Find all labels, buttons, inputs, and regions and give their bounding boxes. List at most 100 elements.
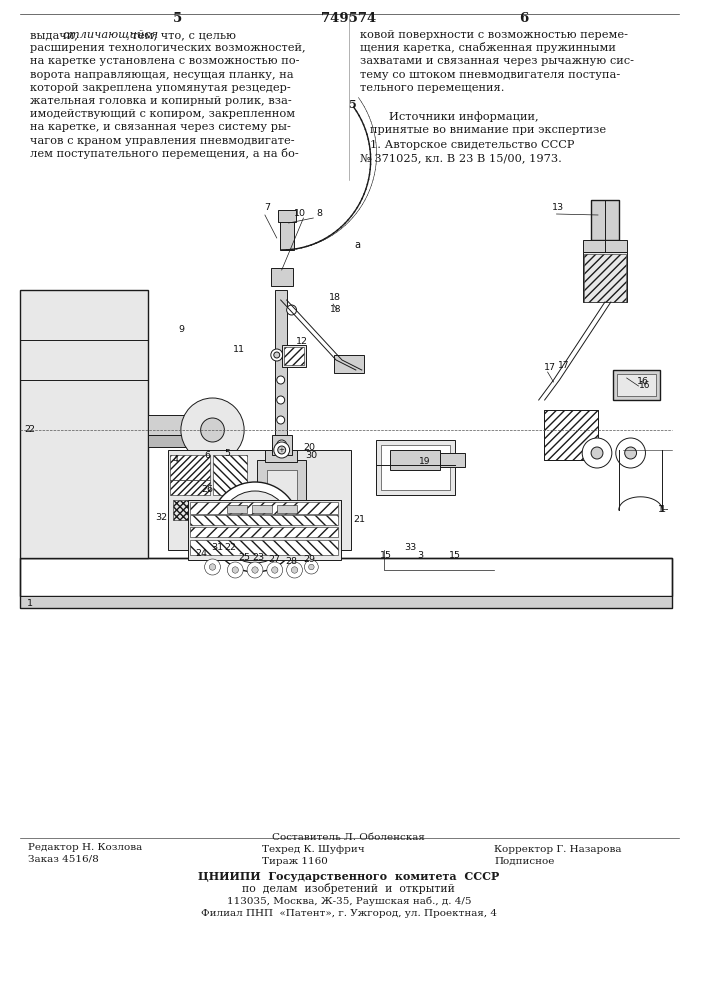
Bar <box>583 240 626 252</box>
Text: 12: 12 <box>296 338 308 347</box>
Bar <box>380 445 450 490</box>
Bar <box>280 220 293 250</box>
Text: 113035, Москва, Ж‑35, Раушская наб., д. 4/5: 113035, Москва, Ж‑35, Раушская наб., д. … <box>227 896 471 906</box>
Bar <box>275 290 286 455</box>
Circle shape <box>252 567 258 573</box>
Text: 29: 29 <box>303 556 315 564</box>
Text: 2: 2 <box>25 426 30 434</box>
Text: отличающийся: отличающийся <box>62 30 158 40</box>
Bar <box>544 410 598 460</box>
Bar <box>390 450 440 470</box>
Bar <box>267 470 296 500</box>
Text: 3: 3 <box>417 550 423 560</box>
Text: которой закреплена упомянутая резцедер-: которой закреплена упомянутая резцедер- <box>30 83 291 93</box>
Text: Редактор Н. Козлова: Редактор Н. Козлова <box>28 843 142 852</box>
Bar <box>20 290 148 558</box>
Text: 23: 23 <box>252 554 264 562</box>
Circle shape <box>291 567 298 573</box>
Circle shape <box>308 564 314 570</box>
Bar <box>148 415 193 435</box>
Bar <box>278 210 296 222</box>
Text: 6: 6 <box>519 12 529 25</box>
Text: тему со штоком пневмодвигателя поступа-: тему со штоком пневмодвигателя поступа- <box>360 70 620 80</box>
Bar <box>271 435 291 455</box>
Text: 1. Авторское свидетельство СССР: 1. Авторское свидетельство СССР <box>370 140 574 150</box>
Text: выдачи,: выдачи, <box>30 30 81 40</box>
Circle shape <box>274 352 280 358</box>
Circle shape <box>278 446 286 454</box>
Bar <box>228 505 247 513</box>
Text: 1: 1 <box>27 598 33 607</box>
Text: 17: 17 <box>558 360 569 369</box>
Circle shape <box>181 398 244 462</box>
Text: Техред К. Шуфрич: Техред К. Шуфрич <box>262 845 365 854</box>
Circle shape <box>267 562 283 578</box>
Text: 20: 20 <box>303 442 315 452</box>
Bar <box>591 200 619 240</box>
Text: 27: 27 <box>268 556 280 564</box>
Bar <box>265 450 296 462</box>
Bar <box>168 450 351 550</box>
Text: 26: 26 <box>201 486 214 494</box>
Text: Корректор Г. Назарова: Корректор Г. Назарова <box>494 845 621 854</box>
Text: тельного перемещения.: тельного перемещения. <box>360 83 504 93</box>
Bar <box>613 370 660 400</box>
Bar <box>271 268 293 286</box>
Circle shape <box>276 416 285 424</box>
Circle shape <box>204 559 221 575</box>
Text: 2: 2 <box>28 426 35 434</box>
Circle shape <box>240 512 270 542</box>
Text: 18: 18 <box>330 306 341 314</box>
Text: Составитель Л. Оболенская: Составитель Л. Оболенская <box>272 833 426 842</box>
Text: 16: 16 <box>638 380 650 389</box>
Text: Источники информации,: Источники информации, <box>390 111 539 122</box>
Text: 32: 32 <box>155 512 167 522</box>
Bar <box>189 527 338 537</box>
Circle shape <box>271 349 283 361</box>
Circle shape <box>271 567 278 573</box>
Text: +: + <box>279 447 285 453</box>
Circle shape <box>228 562 243 578</box>
Bar <box>334 355 363 373</box>
Text: 10: 10 <box>293 209 305 218</box>
Text: 5: 5 <box>224 448 230 458</box>
Text: лем поступательного перемещения, а на бо-: лем поступательного перемещения, а на бо… <box>30 148 298 159</box>
Text: 1-: 1- <box>660 506 669 514</box>
Bar <box>170 480 209 495</box>
Bar <box>284 347 305 365</box>
Circle shape <box>247 562 263 578</box>
Bar <box>440 453 464 467</box>
Text: 7: 7 <box>264 202 270 212</box>
Text: 5: 5 <box>173 12 182 25</box>
Bar <box>544 410 598 460</box>
Text: ковой поверхности с возможностью переме-: ковой поверхности с возможностью переме- <box>360 30 628 40</box>
Text: 28: 28 <box>286 558 298 566</box>
Text: 15: 15 <box>380 550 392 560</box>
Text: 21: 21 <box>353 516 365 524</box>
Text: жательная головка и копирный ролик, вза-: жательная головка и копирный ролик, вза- <box>30 96 291 106</box>
Text: Филиал ПНП  «Патент», г. Ужгород, ул. Проектная, 4: Филиал ПНП «Патент», г. Ужгород, ул. Про… <box>201 909 497 918</box>
Text: 19: 19 <box>419 458 431 466</box>
Bar <box>20 558 672 596</box>
Bar <box>170 455 209 480</box>
Bar <box>20 596 672 608</box>
Circle shape <box>276 440 286 450</box>
Text: 6: 6 <box>204 450 211 460</box>
Text: 15: 15 <box>449 550 461 560</box>
Text: Заказ 4516/8: Заказ 4516/8 <box>28 855 98 864</box>
Bar <box>189 515 338 525</box>
Text: 4: 4 <box>173 456 179 464</box>
Circle shape <box>276 376 285 384</box>
Text: ЦНИИПИ  Государственного  комитета  СССР: ЦНИИПИ Государственного комитета СССР <box>198 871 500 882</box>
Bar <box>213 455 247 495</box>
Text: 9: 9 <box>178 326 184 334</box>
Text: 31: 31 <box>211 542 223 552</box>
Circle shape <box>274 442 290 458</box>
Text: 25: 25 <box>238 552 250 562</box>
Text: имодействующий с копиром, закрепленном: имодействующий с копиром, закрепленном <box>30 109 295 119</box>
Bar <box>583 252 626 302</box>
Text: Подписное: Подписное <box>494 857 554 866</box>
Text: 22: 22 <box>224 542 236 552</box>
Bar <box>189 540 338 555</box>
Text: ворота направляющая, несущая планку, на: ворота направляющая, несущая планку, на <box>30 70 293 80</box>
